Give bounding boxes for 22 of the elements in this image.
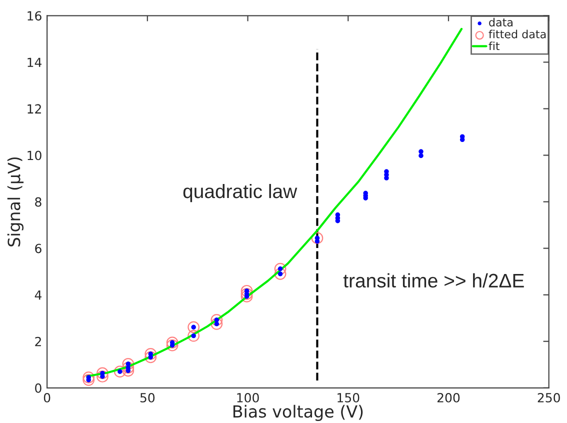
y-tick-label: 10 — [28, 150, 42, 160]
y-axis-title: Signal (µV) — [7, 157, 24, 246]
y-tick-label: 16 — [28, 11, 42, 21]
annotation: transit time >> h/2ΔE — [343, 273, 524, 288]
y-tick-label: 6 — [35, 244, 42, 254]
y-tick-label: 14 — [28, 58, 42, 67]
legend-label: fit — [488, 42, 500, 50]
x-tick-label: 100 — [237, 392, 259, 402]
x-tick-label: 150 — [338, 392, 360, 402]
x-axis-title: Bias voltage (V) — [233, 404, 363, 421]
legend-label: data — [489, 18, 512, 26]
y-tick-label: 8 — [35, 197, 42, 207]
x-tick-label: 250 — [538, 392, 560, 402]
x-tick-label: 200 — [437, 392, 460, 402]
y-tick-label: 0 — [35, 383, 42, 393]
y-tick-label: 2 — [35, 336, 41, 346]
y-tick-label: 12 — [28, 104, 41, 114]
x-tick-label: 50 — [140, 392, 155, 402]
y-tick-label: 4 — [34, 290, 42, 300]
legend-label: fitted data — [488, 30, 546, 38]
x-tick-label: 0 — [44, 392, 50, 402]
annotation: quadratic law — [183, 184, 298, 202]
